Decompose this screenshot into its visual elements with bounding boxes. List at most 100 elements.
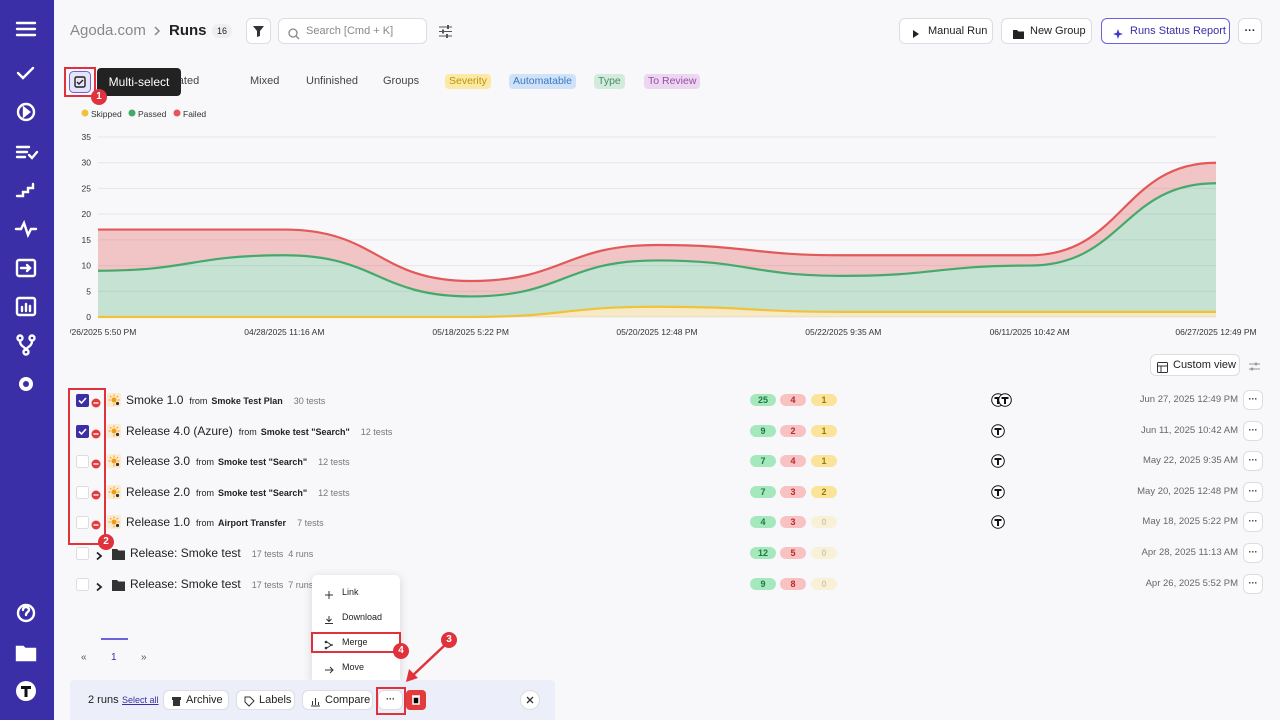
menu-label: Link [342,587,359,597]
plan-name: Smoke test "Search" [218,457,307,467]
avatar [991,454,1005,473]
legend-label: Passed [138,109,167,119]
button-icon [310,695,321,713]
count-badge: 4 [780,394,806,406]
row-menu-button[interactable]: ··· [1243,421,1263,441]
group-title: Release: Smoke test17 tests7 runs [130,577,313,591]
run-title: Smoke 1.0fromSmoke Test Plan30 tests [126,393,325,407]
from-label: from [239,427,257,437]
filter-tag[interactable]: Type [594,74,625,89]
button-icon [1012,25,1024,49]
run-title: Release 4.0 (Azure)fromSmoke test "Searc… [126,424,392,438]
count-badge: 1 [811,394,837,406]
custom-view-button[interactable]: Custom view [1150,354,1240,376]
group-name: Release: Smoke test [130,577,241,591]
test-count: 12 tests [318,457,350,467]
filter-tag[interactable]: To Review [644,74,700,89]
search-box[interactable]: Search [Cmd + K] [278,18,427,44]
tab-label[interactable]: Unfinished [306,75,358,87]
menu-item[interactable]: Download [312,612,400,623]
run-title: Release 2.0fromSmoke test "Search"12 tes… [126,485,350,499]
bulk-action-button[interactable]: Archive [163,690,229,710]
row-menu-button[interactable]: ··· [1243,451,1263,471]
menu-label: Move [342,662,364,672]
close-button[interactable] [520,690,540,715]
y-tick-label: 0 [86,312,91,322]
count-badge: 2 [811,486,837,498]
run-count: 7 runs [288,580,313,590]
tab-label[interactable]: Mixed [250,75,279,87]
page-title: Runs [169,22,207,39]
x-tick-label: 04/26/2025 5:50 PM [70,327,136,337]
annotation-marker: 2 [98,534,114,550]
count-badge: 3 [780,486,806,498]
button-label: Custom view [1173,359,1236,371]
avatar [998,393,1012,412]
bulk-action-button[interactable]: Labels [236,690,295,710]
search-icon [288,25,300,49]
page-next[interactable]: » [141,652,147,663]
more-button[interactable]: ··· [1238,18,1262,44]
row-menu-button[interactable]: ··· [1243,574,1263,594]
menu-item[interactable]: Move [312,662,400,673]
count-badge: 25 [750,394,776,406]
header-button[interactable]: Manual Run [899,18,993,44]
test-count: 17 tests [252,549,284,559]
menu-icon [324,662,334,680]
avatar [991,485,1005,504]
menu-item[interactable]: Link [312,587,400,598]
run-date: Jun 11, 2025 10:42 AM [1141,425,1238,436]
x-tick-label: 06/27/2025 12:49 PM [1175,327,1256,337]
run-date: Apr 28, 2025 11:13 AM [1142,547,1238,558]
menu-label: Download [342,612,382,622]
automation-icon [107,454,121,473]
count-badge: 5 [780,547,806,559]
run-name: Release 1.0 [126,515,190,529]
header-button[interactable]: New Group [1001,18,1092,44]
filter-tag[interactable]: Severity [445,74,491,89]
row-checkbox[interactable] [76,547,89,565]
row-menu-button[interactable]: ··· [1243,482,1263,502]
legend-label: Failed [183,109,206,119]
row-menu-button[interactable]: ··· [1243,390,1263,410]
filter-button[interactable] [246,18,271,44]
plan-name: Smoke Test Plan [211,396,282,406]
annotation-marker: 3 [441,632,457,648]
highlight-box [68,388,106,545]
y-tick-label: 35 [82,132,92,142]
page-number[interactable]: 1 [111,652,117,663]
page-prev[interactable]: « [81,652,87,663]
avatar [991,424,1005,443]
button-label: Compare [325,694,370,706]
y-tick-label: 15 [82,235,92,245]
columns-settings [1249,359,1260,377]
delete-button[interactable] [406,690,426,715]
row-menu-button[interactable]: ··· [1243,543,1263,563]
bulk-action-button[interactable]: Compare [302,690,373,710]
group-title: Release: Smoke test17 tests4 runs [130,546,313,560]
plan-name: Airport Transfer [218,518,286,528]
chevron [152,24,162,43]
run-count: 4 runs [288,549,313,559]
button-icon [171,695,182,713]
select-all-link[interactable]: Select all [122,695,159,705]
button-label: Manual Run [928,25,987,37]
y-tick-label: 30 [82,158,92,168]
folder-icon [112,578,125,596]
legend-swatch [174,110,181,117]
test-count: 12 tests [318,488,350,498]
run-date: Apr 26, 2025 5:52 PM [1146,578,1238,589]
row-checkbox[interactable] [76,578,89,596]
from-label: from [189,396,207,406]
expand-chevron [94,548,104,566]
button-icon [244,695,255,713]
y-tick-label: 5 [86,286,91,296]
count-badge: 3 [780,516,806,528]
filter-tag[interactable]: Automatable [509,74,576,89]
count-badge: 7 [750,486,776,498]
tab-label[interactable]: Groups [383,75,419,87]
table-icon [1157,360,1168,380]
count-badge: 1 [811,455,837,467]
header-button[interactable]: Runs Status Report [1101,18,1230,44]
row-menu-button[interactable]: ··· [1243,512,1263,532]
